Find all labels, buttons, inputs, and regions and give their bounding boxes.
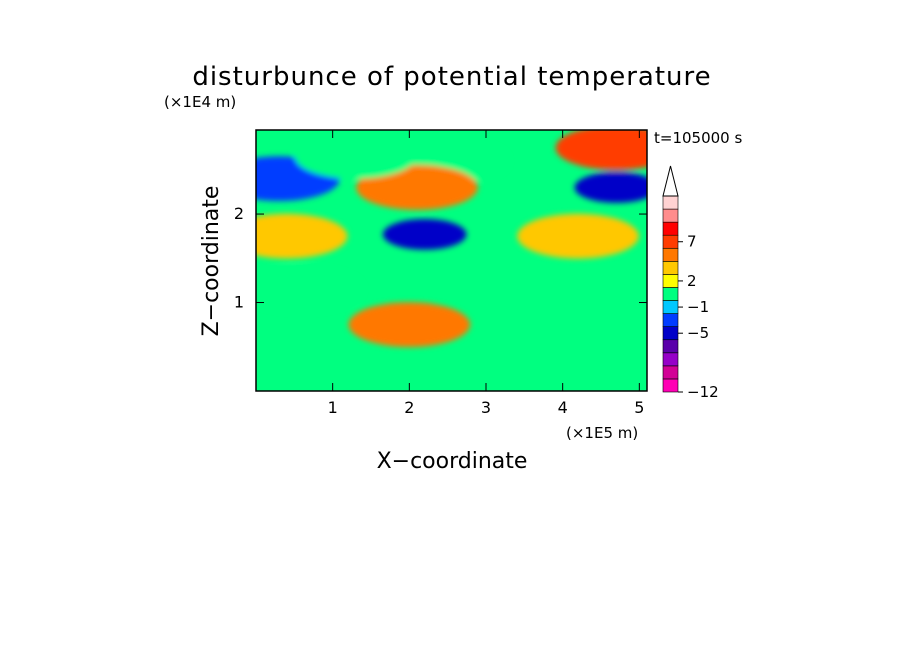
colorbar-swatch — [662, 339, 679, 354]
colorbar-swatch — [662, 300, 679, 314]
x-tick-label: 5 — [634, 398, 644, 417]
colorbar-swatch — [662, 195, 679, 210]
colorbar-swatch — [662, 326, 679, 341]
contour-field — [256, 130, 647, 391]
colorbar: 7 2 −1 −5 −12 — [662, 165, 719, 401]
x-tick-label: 2 — [404, 398, 414, 417]
colorbar-swatch — [662, 365, 679, 380]
colorbar-swatch — [662, 247, 679, 262]
contour-feature — [256, 213, 348, 259]
y-tick-label: 2 — [234, 204, 244, 223]
colorbar-swatch — [662, 313, 679, 327]
contour-feature — [555, 130, 647, 171]
x-tick-label: 1 — [328, 398, 338, 417]
colorbar-tick-label: −5 — [687, 324, 709, 342]
contour-feature — [256, 266, 363, 312]
colorbar-swatch — [662, 352, 679, 367]
contour-feature — [574, 172, 647, 203]
colorbar-swatch — [662, 234, 679, 249]
colorbar-tick-label: −12 — [687, 383, 719, 401]
colorbar-extend-arrow — [662, 165, 679, 197]
contour-feature — [356, 165, 478, 210]
chart-title: disturbunce of potential temperature — [192, 62, 711, 92]
contour-feature — [517, 213, 639, 259]
contour-feature — [294, 134, 417, 179]
colorbar-swatch — [662, 287, 679, 301]
colorbar-tick-label: 2 — [687, 272, 697, 290]
x-unit-label: (×1E5 m) — [566, 424, 638, 442]
y-axis: 12 — [234, 204, 647, 312]
x-axis: 1 2 3 4 5 — [328, 130, 644, 417]
colorbar-tick-label: 7 — [687, 233, 697, 251]
y-tick-label: 1 — [234, 293, 244, 312]
contour-feature — [348, 302, 471, 348]
x-tick-label: 4 — [558, 398, 568, 417]
colorbar-tick-label: −1 — [687, 298, 709, 316]
time-label: t=105000 s — [654, 129, 742, 147]
colorbar-swatch — [662, 378, 679, 393]
plot-frame — [255, 129, 648, 392]
contour-feature — [382, 219, 467, 250]
x-axis-label: X−coordinate — [377, 449, 528, 474]
colorbar-swatch — [662, 261, 679, 275]
y-axis-label: Z−coordinate — [199, 186, 224, 337]
colorbar-swatch — [662, 208, 679, 223]
colorbar-swatch — [662, 274, 679, 288]
x-tick-label: 3 — [481, 398, 491, 417]
colorbar-swatch — [662, 221, 679, 236]
field-features — [256, 130, 647, 348]
y-unit-label: (×1E4 m) — [164, 93, 236, 111]
